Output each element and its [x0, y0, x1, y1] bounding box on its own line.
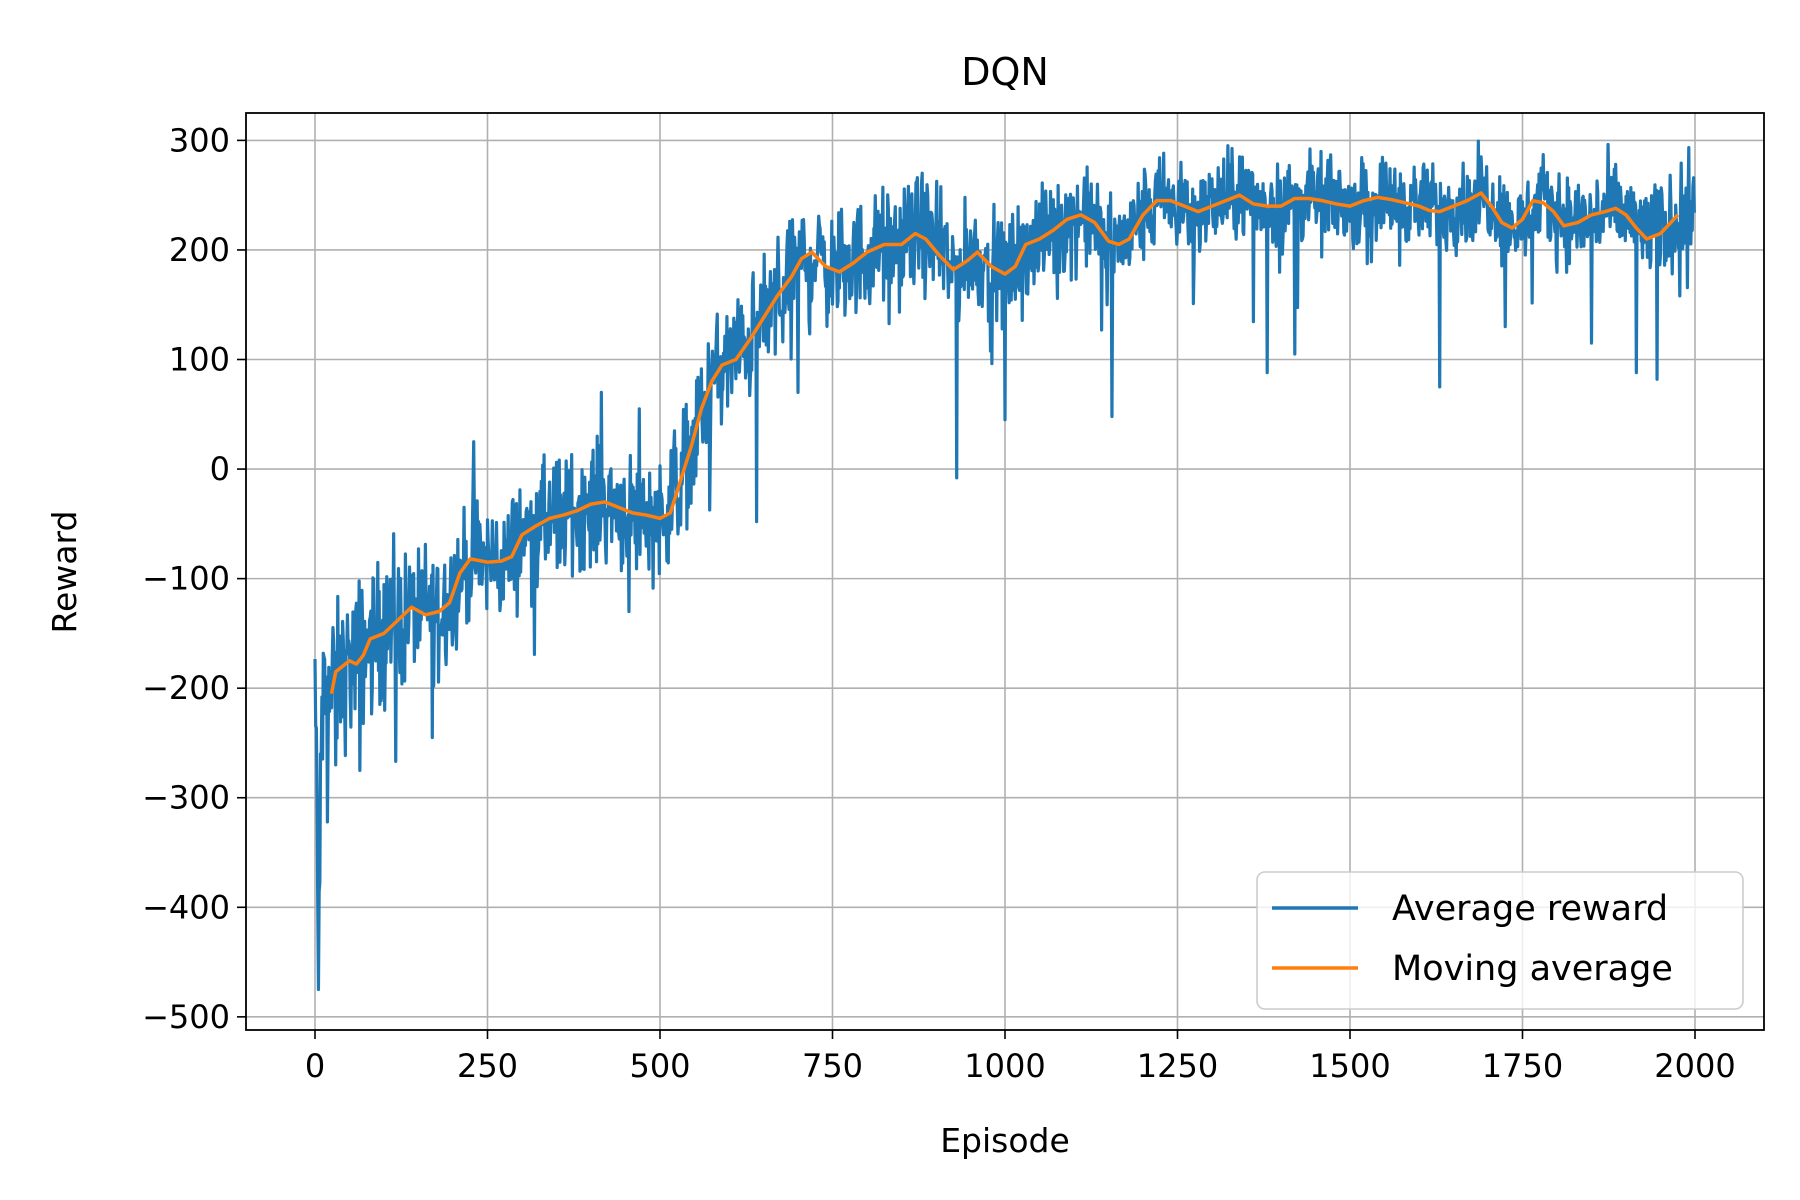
y-tick-label: 300 — [169, 121, 230, 159]
y-tick-label: 200 — [169, 231, 230, 269]
x-tick-label: 1250 — [1137, 1047, 1218, 1085]
series-average-reward — [313, 139, 1696, 992]
x-tick-label: 1500 — [1309, 1047, 1390, 1085]
legend-label-average-reward: Average reward — [1392, 889, 1668, 929]
y-tick-label: 100 — [169, 341, 230, 379]
y-tick-label: −200 — [142, 669, 230, 707]
y-tick-label: −100 — [142, 560, 230, 598]
x-tick-label: 1000 — [964, 1047, 1045, 1085]
legend: Average reward Moving average — [1256, 871, 1744, 1010]
y-tick-label: 0 — [210, 450, 230, 488]
series-layer — [313, 139, 1696, 992]
y-tick-label: −400 — [142, 888, 230, 926]
y-axis-label: Reward — [45, 511, 84, 634]
ticks: 0 250 500 750 1000 1250 1500 1750 20003002001000… — [142, 121, 1736, 1085]
y-tick-label: −300 — [142, 779, 230, 817]
legend-box — [1256, 871, 1744, 1010]
x-tick-label: 2000 — [1654, 1047, 1735, 1085]
legend-label-moving-average: Moving average — [1392, 949, 1673, 989]
series-moving-average — [329, 191, 1680, 694]
y-tick-label: −500 — [142, 998, 230, 1036]
x-tick-label: 500 — [629, 1047, 690, 1085]
grid — [246, 113, 1764, 1030]
x-axis-label: Episode — [940, 1121, 1070, 1160]
x-tick-label: 250 — [457, 1047, 518, 1085]
x-tick-label: 0 — [305, 1047, 325, 1085]
x-tick-label: 1750 — [1482, 1047, 1563, 1085]
chart-title: DQN — [961, 50, 1049, 94]
x-tick-label: 750 — [802, 1047, 863, 1085]
